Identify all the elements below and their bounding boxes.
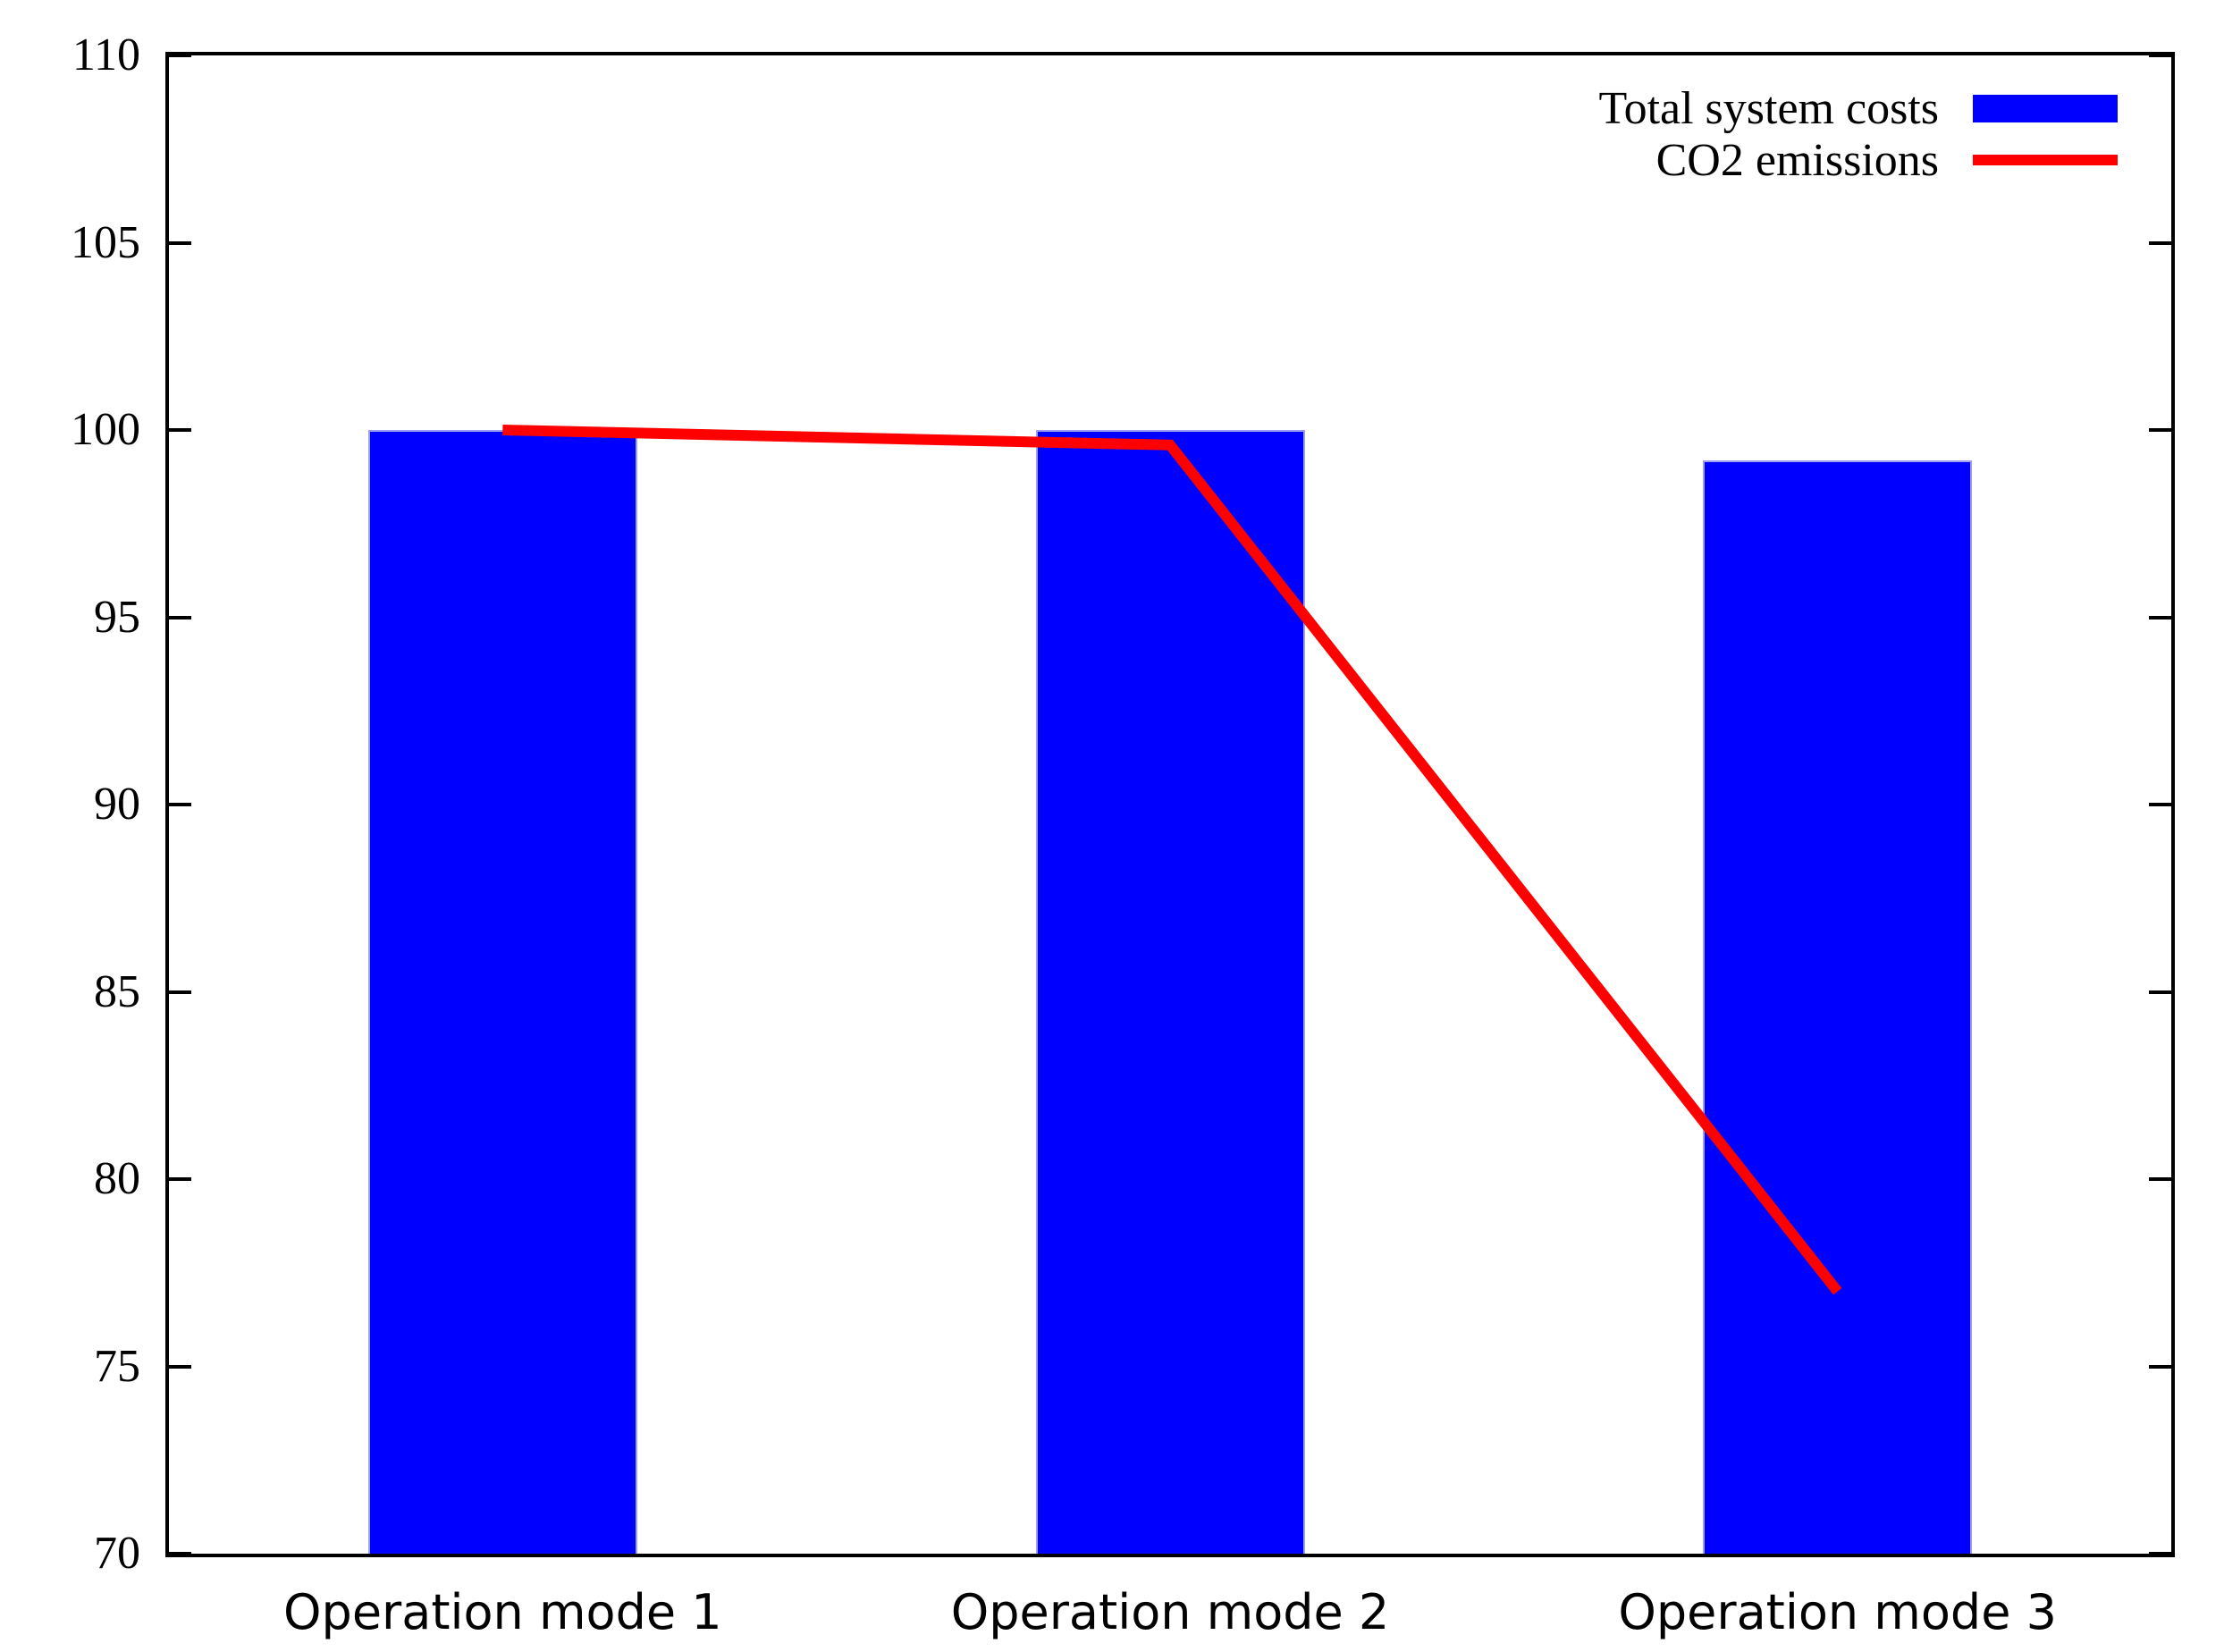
line-swatch-icon [1973, 155, 2118, 165]
y-tick-left-80 [169, 1177, 191, 1181]
bar-operation-mode-3 [1703, 459, 1973, 1554]
y-tick-right-100 [2149, 428, 2171, 432]
x-tick-label-operation-mode-1: Operation mode 1 [283, 1584, 722, 1640]
y-tick-label-100: 100 [71, 404, 140, 455]
y-tick-label-85: 85 [94, 965, 140, 1017]
y-tick-left-95 [169, 615, 191, 620]
legend-label: Total system costs [1598, 82, 1939, 134]
plot-area: Total system costs CO2 emissions [165, 52, 2175, 1557]
y-tick-label-105: 105 [71, 216, 140, 268]
y-tick-left-85 [169, 990, 191, 994]
x-tick-label-operation-mode-3: Operation mode 3 [1618, 1584, 2057, 1640]
y-tick-left-110 [169, 54, 191, 57]
legend-label: CO2 emissions [1655, 134, 1939, 186]
y-tick-left-105 [169, 240, 191, 245]
y-tick-label-110: 110 [72, 30, 140, 80]
bar-operation-mode-2 [1035, 430, 1305, 1554]
y-tick-left-100 [169, 428, 191, 432]
y-tick-right-110 [2149, 54, 2171, 57]
y-tick-right-85 [2149, 990, 2171, 994]
x-tick-label-operation-mode-2: Operation mode 2 [950, 1584, 1390, 1640]
y-tick-right-80 [2149, 1177, 2171, 1181]
y-tick-label-95: 95 [94, 591, 140, 643]
legend-item-co2-emissions: CO2 emissions [1598, 134, 2118, 186]
legend: Total system costs CO2 emissions [1598, 82, 2118, 186]
y-tick-label-80: 80 [94, 1153, 140, 1204]
y-tick-left-90 [169, 803, 191, 806]
y-tick-left-75 [169, 1364, 191, 1369]
y-tick-left-70 [169, 1552, 191, 1555]
y-tick-label-90: 90 [94, 779, 140, 830]
y-tick-right-75 [2149, 1364, 2171, 1369]
legend-item-total-system-costs: Total system costs [1598, 82, 2118, 134]
y-tick-label-70: 70 [94, 1528, 140, 1579]
y-tick-right-70 [2149, 1552, 2171, 1555]
y-tick-right-105 [2149, 240, 2171, 245]
bar-swatch-icon [1973, 94, 2118, 122]
bar-operation-mode-1 [367, 430, 637, 1554]
y-tick-right-95 [2149, 615, 2171, 620]
y-tick-label-75: 75 [94, 1340, 140, 1392]
y-tick-right-90 [2149, 803, 2171, 806]
